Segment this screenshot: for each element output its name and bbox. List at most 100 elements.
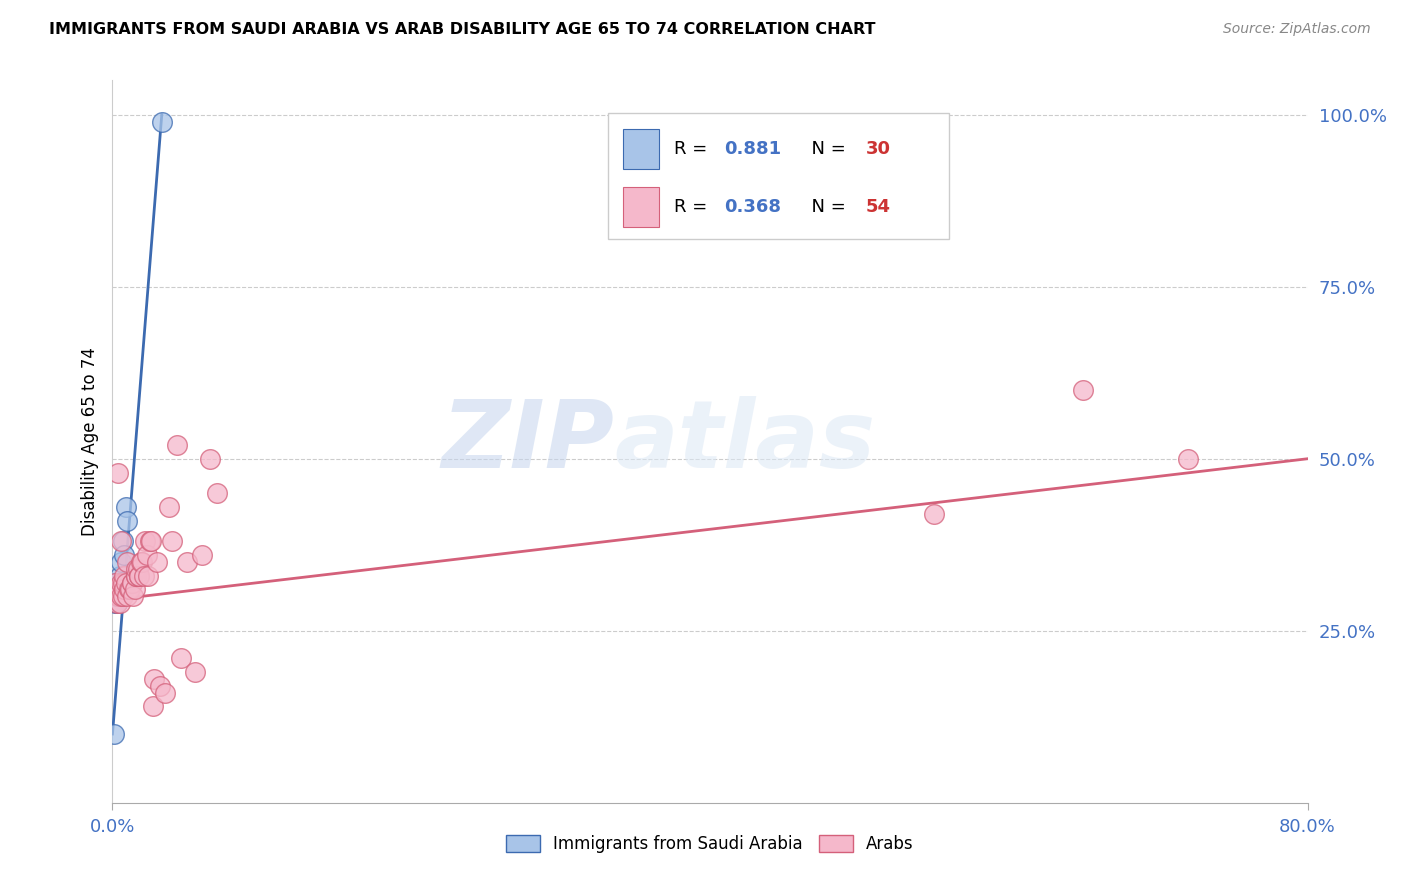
Point — [108, 582, 131, 597]
Point — [103, 575, 125, 590]
Point — [162, 534, 183, 549]
Text: R =: R = — [675, 198, 713, 216]
Point — [103, 582, 125, 597]
Point — [149, 679, 172, 693]
Point — [107, 466, 129, 480]
Point — [105, 596, 128, 610]
Point — [166, 438, 188, 452]
Point — [110, 555, 132, 569]
Bar — [623, 129, 658, 169]
Point — [121, 575, 143, 590]
Point — [110, 575, 132, 590]
Point — [114, 582, 135, 597]
Point — [104, 575, 127, 590]
Point — [110, 534, 132, 549]
Point — [107, 582, 129, 597]
Point — [105, 582, 128, 597]
Point — [110, 575, 132, 590]
Legend: Immigrants from Saudi Arabia, Arabs: Immigrants from Saudi Arabia, Arabs — [499, 828, 921, 860]
Point — [115, 575, 138, 590]
Text: 54: 54 — [866, 198, 890, 216]
Text: N =: N = — [800, 198, 851, 216]
Text: R =: R = — [675, 140, 713, 158]
Point — [108, 596, 131, 610]
Text: Source: ZipAtlas.com: Source: ZipAtlas.com — [1223, 22, 1371, 37]
Point — [108, 590, 131, 604]
Point — [125, 568, 148, 582]
Point — [135, 548, 157, 562]
Point — [105, 590, 128, 604]
Text: IMMIGRANTS FROM SAUDI ARABIA VS ARAB DISABILITY AGE 65 TO 74 CORRELATION CHART: IMMIGRANTS FROM SAUDI ARABIA VS ARAB DIS… — [49, 22, 876, 37]
Point — [108, 582, 131, 597]
Point — [111, 534, 134, 549]
Point — [183, 665, 205, 679]
Point — [141, 534, 163, 549]
Point — [114, 568, 135, 582]
Point — [105, 596, 128, 610]
Point — [128, 568, 150, 582]
Point — [104, 590, 127, 604]
Point — [138, 568, 160, 582]
Point — [176, 555, 198, 569]
Point — [143, 672, 166, 686]
Point — [131, 555, 153, 569]
Text: N =: N = — [800, 140, 851, 158]
Point — [107, 575, 129, 590]
Point — [922, 507, 945, 521]
Point — [107, 590, 129, 604]
Point — [157, 500, 180, 514]
Point — [121, 575, 143, 590]
Point — [127, 562, 149, 576]
Point — [122, 590, 145, 604]
Point — [107, 582, 129, 597]
Point — [110, 590, 132, 604]
Point — [134, 534, 156, 549]
Point — [150, 114, 173, 128]
Point — [103, 727, 125, 741]
Point — [118, 582, 141, 597]
Point — [105, 590, 128, 604]
Point — [1177, 451, 1199, 466]
Point — [120, 582, 142, 597]
Point — [125, 568, 148, 582]
Point — [191, 548, 214, 562]
Point — [139, 534, 162, 549]
Point — [110, 590, 132, 604]
Point — [104, 596, 127, 610]
Point — [105, 575, 128, 590]
FancyBboxPatch shape — [609, 112, 949, 239]
Point — [117, 555, 139, 569]
Point — [117, 590, 139, 604]
Text: 0.881: 0.881 — [724, 140, 782, 158]
Text: atlas: atlas — [614, 395, 876, 488]
Point — [128, 568, 150, 582]
Text: 0.368: 0.368 — [724, 198, 782, 216]
Point — [104, 582, 127, 597]
Point — [205, 486, 228, 500]
Text: 30: 30 — [866, 140, 890, 158]
Point — [124, 582, 146, 597]
Point — [129, 555, 152, 569]
Point — [198, 451, 221, 466]
Point — [107, 590, 129, 604]
Point — [125, 562, 148, 576]
Point — [111, 575, 134, 590]
Point — [146, 555, 169, 569]
Point — [110, 582, 132, 597]
Y-axis label: Disability Age 65 to 74: Disability Age 65 to 74 — [80, 347, 98, 536]
Point — [170, 651, 193, 665]
Text: ZIP: ZIP — [441, 395, 614, 488]
Point — [103, 590, 125, 604]
Point — [111, 590, 134, 604]
Point — [115, 500, 138, 514]
Point — [153, 686, 176, 700]
Bar — [623, 186, 658, 227]
Point — [108, 568, 131, 582]
Point — [111, 582, 134, 597]
Point — [132, 568, 155, 582]
Point — [114, 548, 135, 562]
Point — [142, 699, 165, 714]
Point — [107, 590, 129, 604]
Point — [104, 575, 127, 590]
Point — [1073, 383, 1095, 397]
